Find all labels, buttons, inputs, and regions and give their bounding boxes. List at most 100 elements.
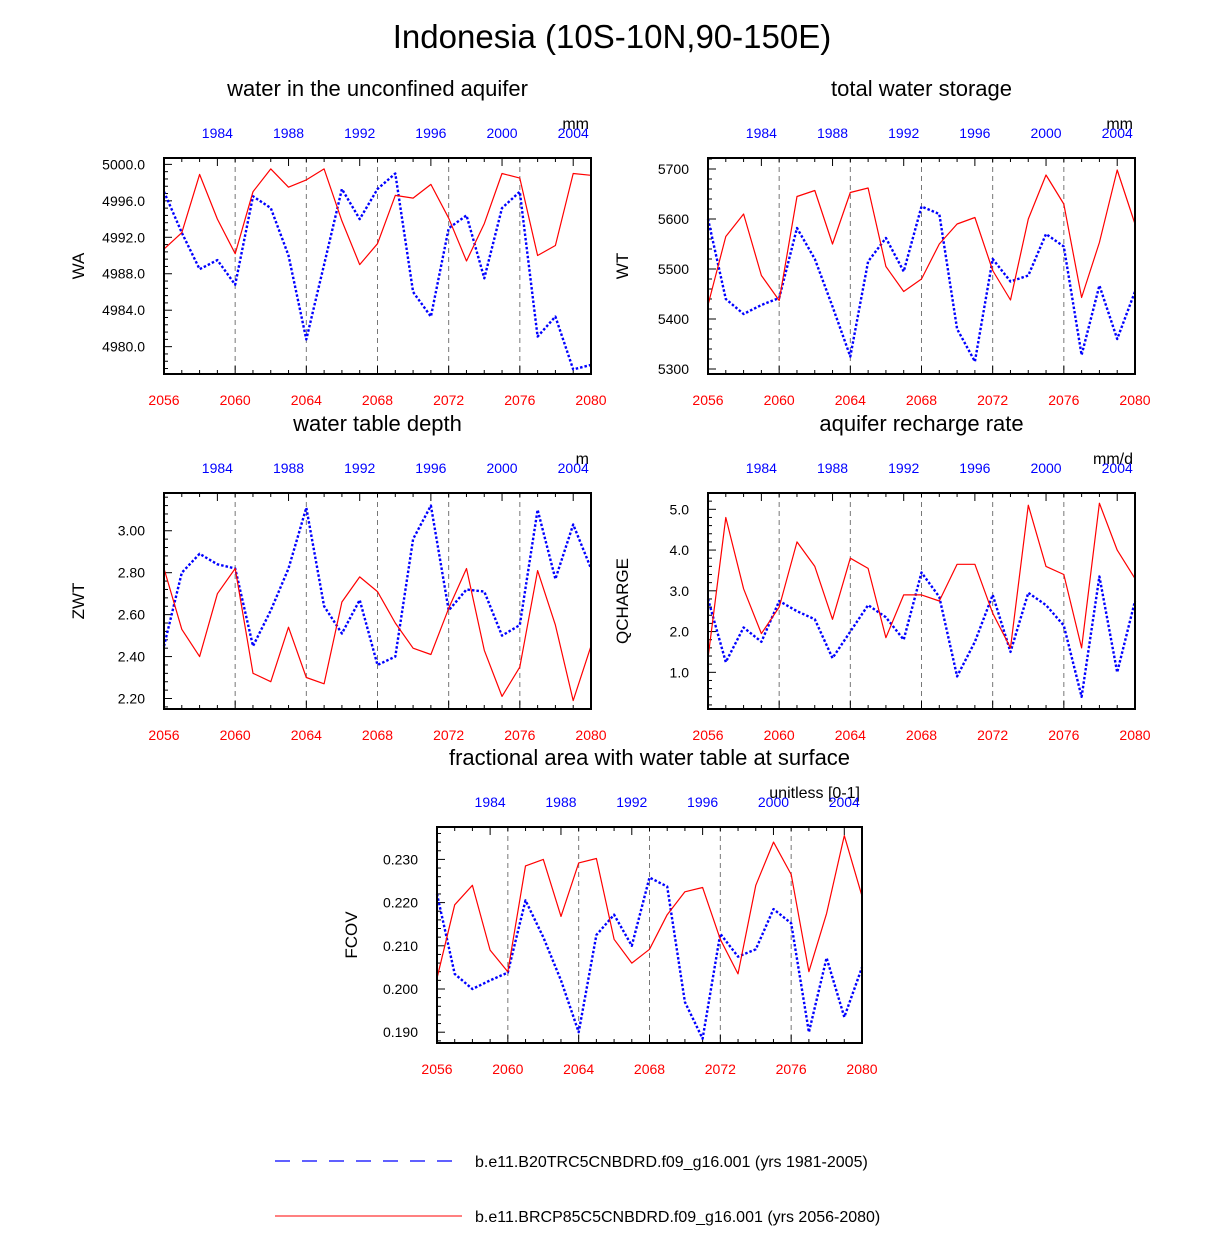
units-label: mm	[562, 116, 589, 133]
y-tick-label: 4988.0	[102, 266, 145, 282]
x-top-tick-label: 2004	[558, 460, 589, 476]
x-top-tick-label: 1996	[415, 125, 446, 141]
plot-frame	[707, 157, 1136, 375]
x-top-tick-label: 1992	[344, 460, 375, 476]
y-tick-label: 4996.0	[102, 193, 145, 209]
panel-title: water in the unconfined aquifer	[226, 76, 528, 101]
x-top-tick-label: 2000	[1030, 460, 1061, 476]
plot-frame	[707, 492, 1136, 710]
x-tick-label: 2076	[1048, 727, 1079, 743]
y-axis-label: FCOV	[342, 911, 361, 959]
x-tick-label: 2056	[148, 392, 179, 408]
y-tick-label: 4980.0	[102, 339, 145, 355]
series-line-future	[707, 502, 1136, 659]
series-line-future	[707, 169, 1136, 306]
x-top-tick-label: 1988	[817, 460, 848, 476]
x-tick-label: 2080	[575, 392, 606, 408]
y-tick-label: 4984.0	[102, 302, 145, 318]
chart-panel-4: fractional area with water table at surf…	[342, 745, 878, 1077]
legend-label-future: b.e11.BRCP85C5CNBDRD.f09_g16.001 (yrs 20…	[475, 1209, 880, 1226]
legend: b.e11.B20TRC5CNBDRD.f09_g16.001 (yrs 198…	[275, 1154, 880, 1226]
x-top-tick-label: 1984	[202, 125, 233, 141]
x-tick-label: 2056	[692, 392, 723, 408]
x-top-tick-label: 1988	[273, 125, 304, 141]
x-top-tick-label: 1996	[959, 125, 990, 141]
x-tick-label: 2076	[504, 727, 535, 743]
x-tick-label: 2064	[835, 392, 866, 408]
x-tick-label: 2072	[705, 1061, 736, 1077]
x-tick-label: 2056	[148, 727, 179, 743]
panel-title: total water storage	[831, 76, 1012, 101]
x-top-tick-label: 2000	[486, 460, 517, 476]
units-label: mm	[1106, 116, 1133, 133]
x-tick-label: 2072	[977, 392, 1008, 408]
x-top-tick-label: 1984	[475, 794, 506, 810]
y-tick-label: 5600	[658, 211, 689, 227]
x-top-tick-label: 1996	[959, 460, 990, 476]
x-tick-label: 2080	[1119, 392, 1150, 408]
y-tick-label: 0.210	[383, 938, 418, 954]
x-tick-label: 2072	[433, 727, 464, 743]
x-top-tick-label: 1984	[746, 125, 777, 141]
plot-frame	[163, 157, 592, 375]
y-tick-label: 5700	[658, 161, 689, 177]
x-tick-label: 2064	[291, 727, 322, 743]
y-tick-label: 1.0	[670, 664, 690, 680]
y-tick-label: 2.80	[118, 565, 145, 581]
panel-title: water table depth	[292, 411, 462, 436]
series-line-future	[163, 567, 592, 702]
y-tick-label: 4992.0	[102, 229, 145, 245]
x-top-tick-label: 2000	[1030, 125, 1061, 141]
x-top-tick-label: 1992	[616, 794, 647, 810]
units-label: unitless [0-1]	[769, 785, 860, 802]
chart-panel-3: aquifer recharge rate mm/d QCHARGE 2056 2060…	[613, 411, 1151, 743]
x-tick-label: 2076	[776, 1061, 807, 1077]
y-tick-label: 5000.0	[102, 156, 145, 172]
y-tick-label: 2.40	[118, 649, 145, 665]
x-top-tick-label: 1988	[545, 794, 576, 810]
y-axis-label: WA	[69, 252, 88, 279]
x-tick-label: 2060	[764, 392, 795, 408]
y-axis-label: QCHARGE	[613, 558, 632, 644]
x-tick-label: 2064	[563, 1061, 594, 1077]
y-axis-label: WT	[613, 253, 632, 279]
panel-title: aquifer recharge rate	[819, 411, 1023, 436]
x-top-tick-label: 1984	[746, 460, 777, 476]
x-tick-label: 2060	[220, 392, 251, 408]
y-tick-label: 2.60	[118, 607, 145, 623]
x-tick-label: 2068	[906, 727, 937, 743]
y-tick-label: 5400	[658, 311, 689, 327]
x-tick-label: 2056	[692, 727, 723, 743]
x-tick-label: 2068	[634, 1061, 665, 1077]
y-tick-label: 5.0	[670, 501, 690, 517]
units-label: mm/d	[1093, 451, 1133, 468]
x-tick-label: 2068	[362, 392, 393, 408]
y-tick-label: 5300	[658, 361, 689, 377]
x-tick-label: 2068	[906, 392, 937, 408]
y-tick-label: 0.190	[383, 1024, 418, 1040]
panel-title: fractional area with water table at surf…	[449, 745, 850, 770]
chart-panel-0: water in the unconfined aquifer mm WA 2056 2…	[69, 76, 607, 408]
x-top-tick-label: 1996	[415, 460, 446, 476]
x-tick-label: 2080	[1119, 727, 1150, 743]
x-top-tick-label: 2000	[758, 794, 789, 810]
y-tick-label: 4.0	[670, 542, 690, 558]
figure-title: Indonesia (10S-10N,90-150E)	[392, 18, 832, 55]
series-line-future	[436, 834, 863, 979]
x-tick-label: 2072	[433, 392, 464, 408]
x-tick-label: 2060	[220, 727, 251, 743]
y-tick-label: 0.230	[383, 851, 418, 867]
x-top-tick-label: 2004	[558, 125, 589, 141]
x-top-tick-label: 1988	[273, 460, 304, 476]
x-top-tick-label: 1988	[817, 125, 848, 141]
chart-panel-1: total water storage mm WT 2056 2060 2064 2068 2…	[613, 76, 1151, 408]
x-tick-label: 2060	[764, 727, 795, 743]
y-tick-label: 2.0	[670, 624, 690, 640]
series-line-future	[163, 168, 592, 266]
x-top-tick-label: 2004	[1102, 460, 1133, 476]
series-line-historical	[435, 876, 864, 1040]
x-top-tick-label: 2000	[486, 125, 517, 141]
x-top-tick-label: 2004	[1102, 125, 1133, 141]
y-tick-label: 0.220	[383, 895, 418, 911]
